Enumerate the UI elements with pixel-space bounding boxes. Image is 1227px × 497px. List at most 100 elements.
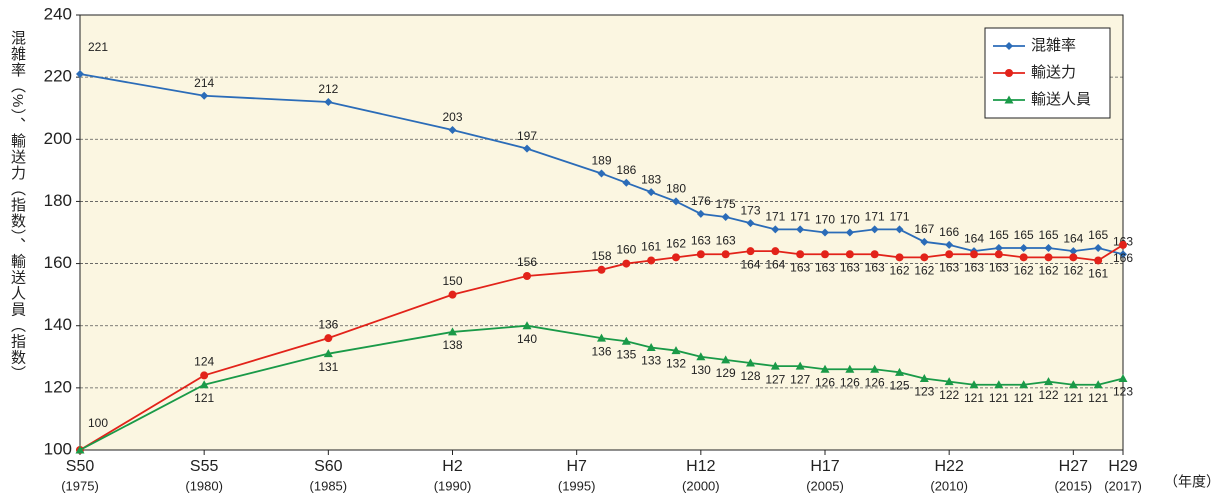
y-axis-title: 混雑率（%）、輸送力（指数）、輸送人員（指数） bbox=[9, 30, 26, 382]
y-tick-label: 120 bbox=[44, 377, 72, 396]
point bbox=[448, 125, 457, 134]
point bbox=[1118, 374, 1128, 383]
x-tick-label: S55 bbox=[190, 458, 219, 475]
point bbox=[919, 374, 929, 383]
point bbox=[621, 336, 631, 345]
data-label: 175 bbox=[716, 197, 736, 211]
point bbox=[796, 250, 805, 259]
x-tick-sublabel: (2000) bbox=[682, 478, 720, 493]
data-label: 121 bbox=[194, 391, 214, 405]
x-tick-label: H27 bbox=[1059, 458, 1088, 475]
point bbox=[448, 327, 457, 336]
data-label: 167 bbox=[914, 222, 934, 236]
point bbox=[870, 364, 880, 373]
point bbox=[969, 380, 979, 389]
point bbox=[522, 321, 532, 330]
data-label: 163 bbox=[865, 260, 885, 274]
point bbox=[771, 247, 780, 256]
x-tick-label: H17 bbox=[810, 458, 839, 475]
data-label: 163 bbox=[815, 260, 835, 274]
data-label: 128 bbox=[740, 369, 760, 383]
point bbox=[1094, 256, 1103, 265]
legend-label: 輸送力 bbox=[1031, 64, 1076, 81]
data-label: 212 bbox=[318, 82, 338, 96]
point bbox=[1019, 244, 1028, 253]
point bbox=[1119, 240, 1127, 249]
legend-marker bbox=[1005, 42, 1013, 50]
point bbox=[646, 342, 656, 351]
point bbox=[696, 250, 705, 259]
point bbox=[771, 225, 780, 234]
data-label: 131 bbox=[318, 360, 338, 374]
point bbox=[920, 253, 929, 262]
x-tick-label: H22 bbox=[934, 458, 963, 475]
data-label: 171 bbox=[889, 210, 909, 224]
point bbox=[1069, 247, 1078, 256]
point bbox=[597, 169, 606, 178]
point bbox=[746, 247, 755, 256]
point bbox=[746, 219, 755, 228]
data-label: 161 bbox=[1088, 267, 1108, 281]
point bbox=[920, 237, 929, 246]
legend-label: 混雑率 bbox=[1031, 37, 1076, 54]
data-label: 127 bbox=[765, 372, 785, 386]
y-tick-label: 140 bbox=[44, 315, 72, 334]
data-label: 171 bbox=[865, 210, 885, 224]
data-label: 162 bbox=[666, 237, 686, 251]
point bbox=[721, 355, 731, 364]
data-label: 163 bbox=[840, 260, 860, 274]
x-tick-sublabel: (1995) bbox=[558, 478, 596, 493]
data-label: 100 bbox=[88, 416, 108, 430]
data-label: 121 bbox=[1063, 391, 1083, 405]
point bbox=[671, 346, 681, 355]
data-label: 165 bbox=[1088, 228, 1108, 242]
x-tick-label: S60 bbox=[314, 458, 343, 475]
data-label: 121 bbox=[1088, 391, 1108, 405]
point bbox=[696, 352, 706, 361]
y-tick-label: 100 bbox=[44, 439, 72, 458]
data-label: 197 bbox=[517, 129, 537, 143]
data-label: 164 bbox=[740, 257, 760, 271]
y-tick-label: 220 bbox=[44, 67, 72, 86]
point bbox=[199, 380, 209, 389]
point bbox=[795, 361, 805, 370]
data-label: 203 bbox=[442, 110, 462, 124]
data-label: 129 bbox=[716, 366, 736, 380]
point bbox=[746, 358, 755, 367]
data-label: 165 bbox=[989, 228, 1009, 242]
data-label: 165 bbox=[1014, 228, 1034, 242]
data-label: 214 bbox=[194, 76, 214, 90]
point bbox=[721, 212, 730, 221]
y-tick-label: 240 bbox=[44, 4, 72, 23]
data-label: 166 bbox=[1113, 251, 1133, 265]
x-tick-sublabel: (2005) bbox=[806, 478, 844, 493]
point bbox=[945, 240, 954, 249]
x-tick-sublabel: (1990) bbox=[434, 478, 472, 493]
data-label: 150 bbox=[442, 274, 462, 288]
point bbox=[523, 272, 531, 280]
data-label: 162 bbox=[1063, 264, 1083, 278]
point bbox=[1044, 377, 1053, 386]
point bbox=[870, 250, 879, 259]
point bbox=[324, 334, 333, 343]
x-axis-title: （年度） bbox=[1164, 474, 1220, 490]
data-label: 126 bbox=[865, 375, 885, 389]
data-label: 170 bbox=[840, 213, 860, 227]
x-tick-sublabel: (2015) bbox=[1055, 478, 1093, 493]
point bbox=[1019, 380, 1029, 389]
data-label: 121 bbox=[989, 391, 1009, 405]
point bbox=[845, 250, 854, 259]
x-tick-label: H12 bbox=[686, 458, 715, 475]
y-tick-label: 160 bbox=[44, 253, 72, 272]
data-label: 138 bbox=[442, 338, 462, 352]
point bbox=[821, 228, 829, 237]
x-tick-sublabel: (2010) bbox=[930, 478, 968, 493]
data-label: 133 bbox=[641, 354, 661, 368]
point bbox=[622, 259, 631, 268]
data-label: 126 bbox=[840, 375, 860, 389]
data-label: 173 bbox=[740, 203, 760, 217]
data-label: 122 bbox=[1038, 388, 1058, 402]
point bbox=[895, 367, 904, 376]
point bbox=[672, 253, 680, 262]
